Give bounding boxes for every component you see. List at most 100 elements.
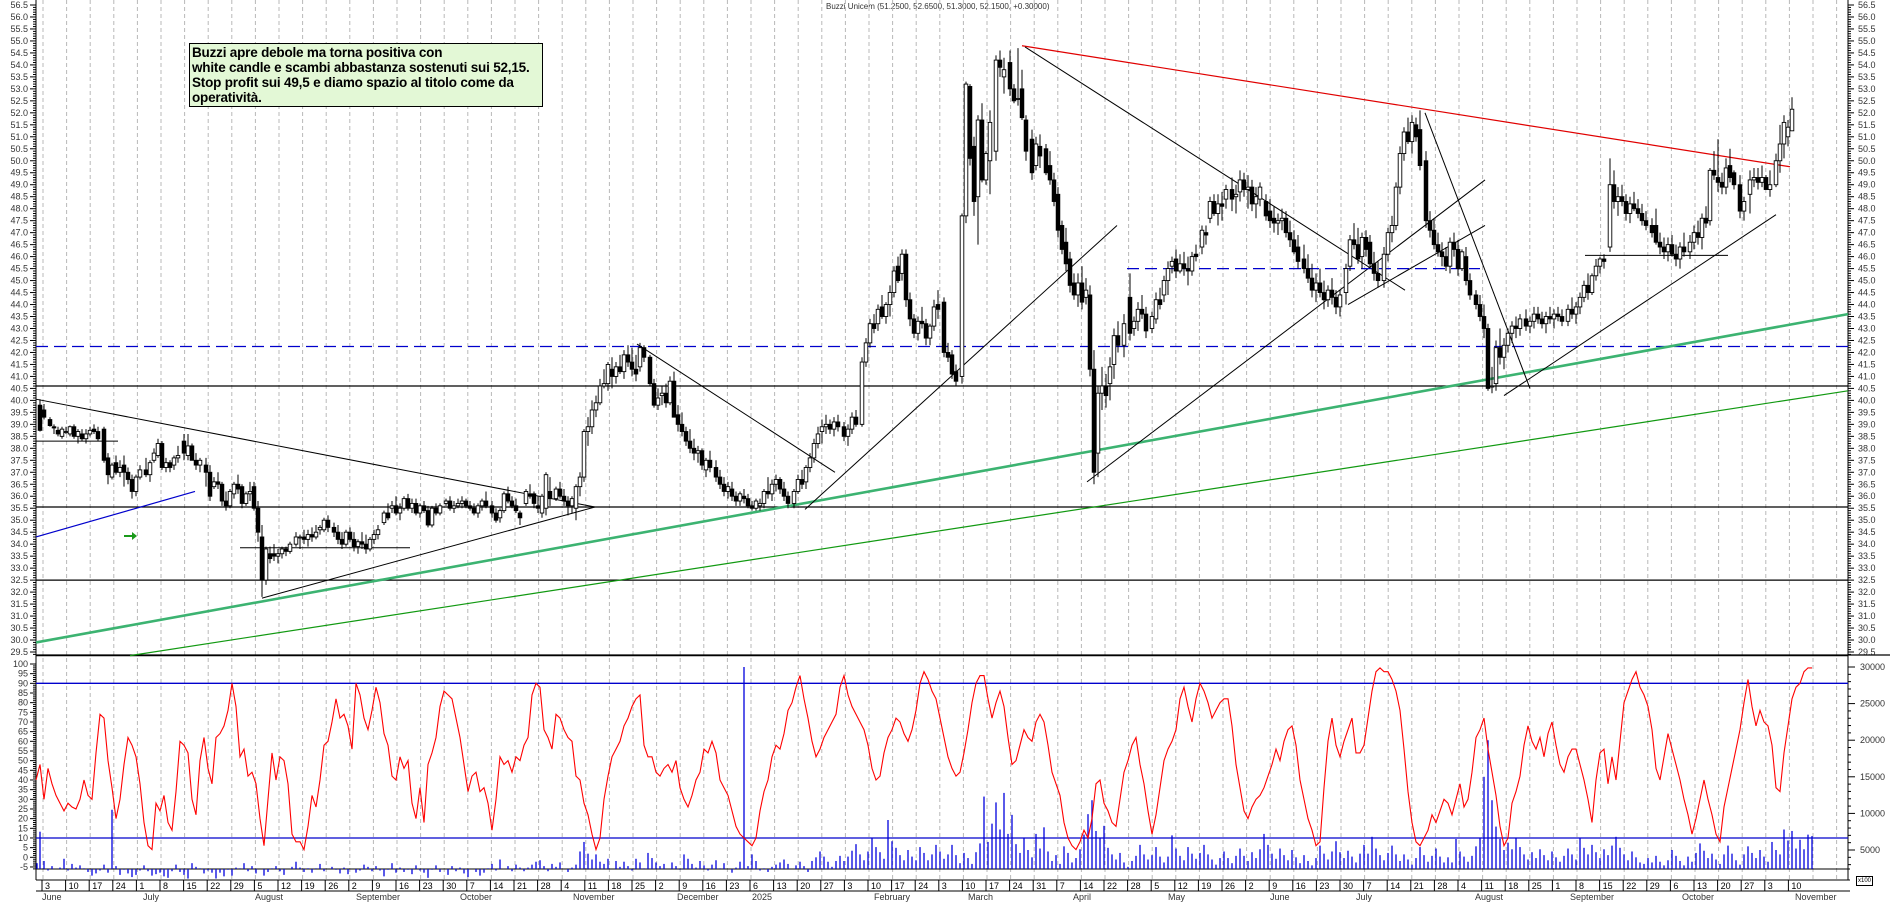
svg-text:5: 5	[257, 881, 262, 891]
svg-text:33.5: 33.5	[1858, 551, 1876, 561]
svg-text:17: 17	[895, 881, 905, 891]
svg-text:July: July	[143, 892, 160, 902]
svg-text:10000: 10000	[1860, 808, 1885, 818]
svg-text:14: 14	[493, 881, 503, 891]
svg-text:July: July	[1356, 892, 1373, 902]
svg-text:41.0: 41.0	[10, 371, 28, 381]
svg-text:31: 31	[1036, 881, 1046, 891]
svg-text:44.5: 44.5	[10, 288, 28, 298]
svg-text:33.0: 33.0	[10, 563, 28, 573]
svg-text:42.5: 42.5	[1858, 335, 1876, 345]
svg-text:35.5: 35.5	[1858, 503, 1876, 513]
svg-text:55: 55	[18, 746, 28, 756]
svg-text:31.5: 31.5	[1858, 599, 1876, 609]
svg-text:38.0: 38.0	[1858, 443, 1876, 453]
svg-text:46.0: 46.0	[10, 252, 28, 262]
svg-text:75: 75	[18, 707, 28, 717]
svg-text:25: 25	[1532, 881, 1542, 891]
svg-text:46.0: 46.0	[1858, 252, 1876, 262]
svg-text:30: 30	[1343, 881, 1353, 891]
svg-text:24: 24	[1013, 881, 1023, 891]
svg-text:40.0: 40.0	[1858, 395, 1876, 405]
svg-text:65: 65	[18, 727, 28, 737]
annotation-box: Buzzi apre debole ma torna positiva con …	[189, 43, 543, 107]
svg-text:40.5: 40.5	[10, 383, 28, 393]
svg-text:21: 21	[517, 881, 527, 891]
svg-text:43.0: 43.0	[10, 324, 28, 334]
svg-text:15: 15	[1603, 881, 1613, 891]
svg-text:30000: 30000	[1860, 662, 1885, 672]
svg-text:51.0: 51.0	[10, 132, 28, 142]
svg-text:28: 28	[1131, 881, 1141, 891]
svg-text:55.0: 55.0	[10, 36, 28, 46]
svg-text:3: 3	[847, 881, 852, 891]
svg-text:40.5: 40.5	[1858, 383, 1876, 393]
svg-text:17: 17	[92, 881, 102, 891]
svg-text:47.5: 47.5	[10, 216, 28, 226]
axes: 56.5 56.5 56.0 56.0 55.5 55.5 55.0 55.0 54.5 54.5…	[10, 0, 1890, 892]
svg-text:25: 25	[18, 804, 28, 814]
svg-text:-5: -5	[20, 862, 28, 872]
svg-text:August: August	[255, 892, 284, 902]
svg-text:95: 95	[18, 669, 28, 679]
svg-text:5: 5	[1154, 881, 1159, 891]
svg-text:50.5: 50.5	[1858, 144, 1876, 154]
svg-text:29.5: 29.5	[1858, 647, 1876, 657]
svg-text:30: 30	[446, 881, 456, 891]
svg-text:36.0: 36.0	[10, 491, 28, 501]
svg-text:7: 7	[1367, 881, 1372, 891]
svg-text:39.0: 39.0	[10, 419, 28, 429]
svg-text:49.5: 49.5	[1858, 168, 1876, 178]
svg-text:23: 23	[423, 881, 433, 891]
svg-text:50: 50	[18, 756, 28, 766]
svg-text:10: 10	[871, 881, 881, 891]
svg-text:24: 24	[116, 881, 126, 891]
svg-text:3: 3	[1768, 881, 1773, 891]
date-axis: 3 10 17 24 1 8 15 22 29 5 12 19 26 2 9 16 23 30 7 14 21 28 4 11…	[41, 880, 1837, 902]
svg-text:52.5: 52.5	[1858, 96, 1876, 106]
svg-text:36.5: 36.5	[1858, 479, 1876, 489]
svg-text:100: 100	[13, 659, 28, 669]
svg-text:48.0: 48.0	[1858, 204, 1876, 214]
svg-text:52.0: 52.0	[10, 108, 28, 118]
svg-text:32.5: 32.5	[10, 575, 28, 585]
svg-text:37.5: 37.5	[1858, 455, 1876, 465]
svg-text:October: October	[460, 892, 492, 902]
annotation-line-1: Buzzi apre debole ma torna positiva con	[192, 45, 443, 60]
svg-text:5000: 5000	[1860, 845, 1880, 855]
candlesticks	[37, 48, 1795, 597]
svg-text:12: 12	[281, 881, 291, 891]
svg-text:13: 13	[777, 881, 787, 891]
svg-text:30.0: 30.0	[10, 635, 28, 645]
svg-text:30.5: 30.5	[10, 623, 28, 633]
oscillator-line	[35, 667, 1812, 852]
svg-text:53.0: 53.0	[1858, 84, 1876, 94]
svg-text:26: 26	[1225, 881, 1235, 891]
svg-text:March: March	[968, 892, 993, 902]
svg-text:51.0: 51.0	[1858, 132, 1876, 142]
svg-text:48.0: 48.0	[10, 204, 28, 214]
svg-text:23: 23	[1319, 881, 1329, 891]
chart-title: Buzzi Unicem (51.2500, 52.6500, 51.3000,…	[826, 2, 1050, 11]
svg-text:29: 29	[234, 881, 244, 891]
svg-text:55.0: 55.0	[1858, 36, 1876, 46]
svg-text:35.0: 35.0	[1858, 515, 1876, 525]
svg-text:30: 30	[18, 794, 28, 804]
svg-text:21: 21	[1414, 881, 1424, 891]
svg-text:1: 1	[1555, 881, 1560, 891]
annotation-line-4: operatività.	[192, 90, 262, 105]
svg-text:20: 20	[1721, 881, 1731, 891]
svg-text:34.5: 34.5	[1858, 527, 1876, 537]
svg-text:35: 35	[18, 785, 28, 795]
svg-text:0: 0	[23, 852, 28, 862]
svg-text:9: 9	[682, 881, 687, 891]
svg-text:85: 85	[18, 688, 28, 698]
svg-text:28: 28	[1437, 881, 1447, 891]
svg-text:15: 15	[187, 881, 197, 891]
svg-text:7: 7	[1060, 881, 1065, 891]
svg-text:28: 28	[541, 881, 551, 891]
svg-text:39.5: 39.5	[10, 407, 28, 417]
svg-text:18: 18	[611, 881, 621, 891]
svg-text:June: June	[1270, 892, 1290, 902]
